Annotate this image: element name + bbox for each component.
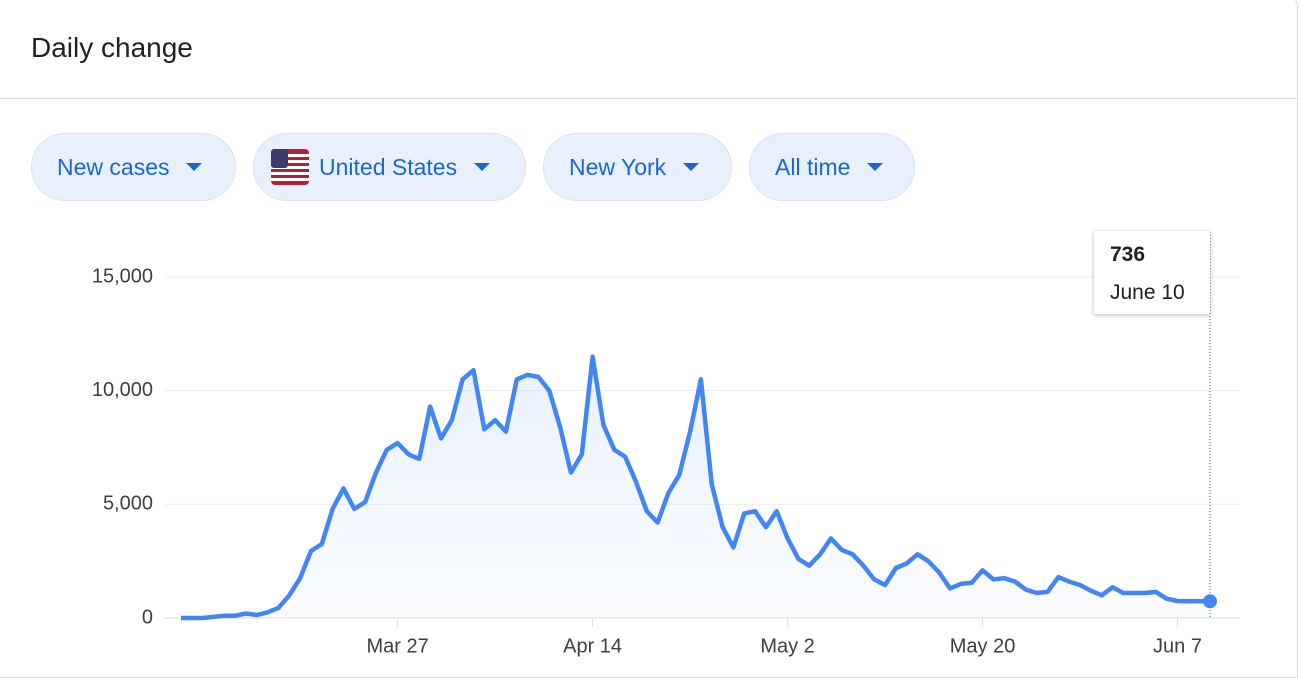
filter-button[interactable]: New cases [31, 133, 236, 201]
y-tick-label: 15,000 [92, 265, 153, 287]
y-tick-label: 5,000 [103, 493, 153, 515]
tooltip-date: June 10 [1110, 281, 1185, 304]
y-tick-label: 10,000 [92, 379, 153, 401]
flag [271, 149, 309, 185]
filter-button[interactable]: United States [253, 133, 526, 201]
filter-label: United States [319, 153, 458, 180]
line [181, 354, 1211, 621]
x-tick-label: May 20 [950, 635, 1016, 657]
caret [867, 163, 884, 171]
tooltip: 736 June 10 [1094, 231, 1210, 314]
caret [683, 163, 700, 171]
caret [474, 163, 491, 171]
x-tick-label: Apr 14 [563, 635, 622, 657]
area [181, 356, 1210, 618]
tooltip-value: 736 [1110, 243, 1146, 266]
hover-point [1203, 594, 1217, 609]
filter-label: New York [569, 153, 667, 180]
x-tick-label: Jun 7 [1153, 635, 1202, 657]
filter-button[interactable]: New York [543, 133, 732, 201]
title: Daily change [31, 32, 193, 63]
filter-label: All time [775, 153, 851, 180]
filter-button[interactable]: All time [749, 133, 915, 201]
filter-label: New cases [57, 153, 170, 180]
caret [186, 163, 203, 171]
y-tick-label: 0 [142, 606, 153, 628]
x-tick-label: May 2 [760, 635, 814, 657]
card-header: Daily change [0, 0, 1298, 99]
x-tick-label: Mar 27 [367, 635, 429, 657]
chart: 0 5,000 10,000 15,000 Mar 27 Apr 14 May 2 May 2… [92, 232, 1240, 657]
